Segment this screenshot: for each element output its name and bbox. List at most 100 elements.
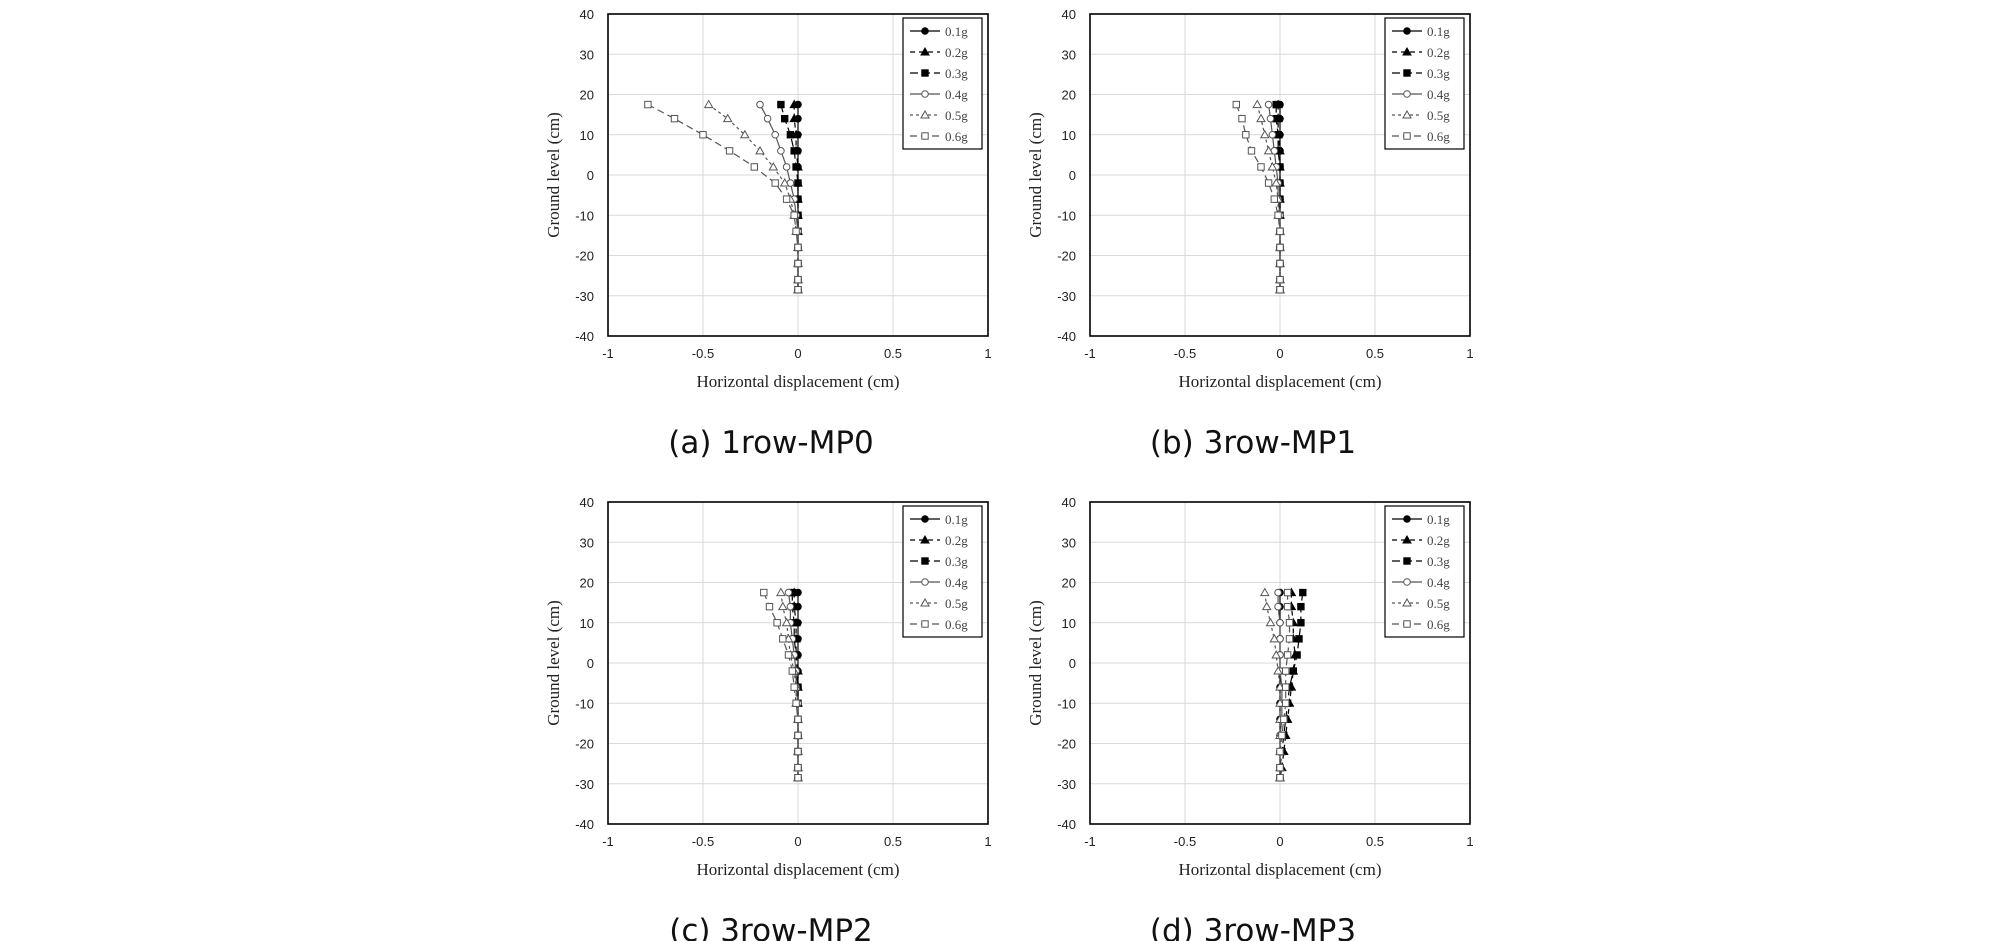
legend-label: 0.3g: [1427, 554, 1450, 569]
data-point: [1259, 587, 1270, 597]
data-point: [788, 667, 796, 675]
data-point: [1269, 633, 1280, 643]
data-point: [1276, 618, 1284, 627]
legend-label: 0.3g: [945, 66, 968, 81]
legend-label: 0.1g: [1427, 24, 1450, 39]
x-tick-label: -0.5: [1174, 834, 1196, 849]
legend-box: [1384, 505, 1465, 638]
legend-marker: [1402, 109, 1412, 119]
legend-marker: [921, 515, 929, 523]
data-point: [794, 243, 802, 252]
data-point: [794, 179, 802, 187]
data-point: [1276, 227, 1284, 236]
data-point: [1276, 259, 1284, 268]
data-point: [1276, 243, 1284, 252]
y-tick-label: 0: [587, 656, 594, 671]
data-point: [794, 747, 802, 756]
legend-box: [902, 505, 983, 638]
y-tick-label: 0: [1069, 656, 1076, 671]
legend-label: 0.6g: [945, 617, 968, 632]
data-point: [1299, 588, 1307, 597]
y-tick-label: -10: [1057, 696, 1076, 711]
data-point: [755, 145, 765, 155]
y-axis-title: Ground level (cm): [1026, 112, 1045, 238]
data-point: [1282, 683, 1290, 691]
legend-label: 0.5g: [1427, 596, 1450, 611]
y-tick-label: 30: [580, 535, 594, 550]
legend-marker: [1403, 132, 1411, 140]
data-point: [794, 275, 802, 284]
data-point: [794, 731, 802, 740]
legend-label: 0.4g: [945, 87, 968, 102]
data-point: [786, 602, 795, 611]
legend-box: [1384, 17, 1465, 150]
legend-marker: [921, 69, 929, 77]
plot-area-frame: [1089, 13, 1471, 337]
data-point: [790, 683, 798, 691]
legend-marker: [1402, 534, 1412, 544]
data-point: [1265, 617, 1276, 627]
plot-area-frame: [607, 501, 989, 825]
y-tick-label: 20: [1062, 576, 1076, 591]
y-tick-label: 40: [580, 7, 594, 22]
data-point: [1264, 100, 1273, 109]
y-tick-label: -30: [1057, 289, 1076, 304]
data-point: [777, 601, 788, 611]
panel-caption: (a) 1row-MP0: [668, 425, 874, 461]
data-point: [760, 588, 768, 597]
data-point: [1259, 129, 1270, 139]
legend-marker: [1403, 515, 1411, 523]
x-tick-label: -1: [602, 346, 614, 361]
y-tick-label: 20: [1062, 88, 1076, 103]
data-point: [781, 114, 789, 123]
data-point: [1270, 195, 1278, 203]
y-tick-label: 10: [580, 128, 594, 143]
y-tick-label: 20: [580, 576, 594, 591]
y-tick-label: -20: [575, 737, 594, 752]
legend-label: 0.4g: [945, 575, 968, 590]
data-point: [1297, 619, 1305, 627]
data-point: [1274, 588, 1282, 597]
y-tick-label: 40: [580, 495, 594, 510]
data-point: [792, 699, 800, 707]
x-tick-label: -1: [602, 834, 614, 849]
data-point: [1285, 635, 1294, 643]
x-tick-label: -0.5: [692, 834, 714, 849]
data-point: [1263, 145, 1274, 155]
data-point: [1274, 602, 1282, 611]
x-tick-label: -1: [1084, 834, 1096, 849]
data-point: [1278, 731, 1286, 740]
data-point: [1256, 113, 1266, 123]
y-tick-label: -10: [575, 208, 594, 223]
legend-marker: [1403, 578, 1411, 586]
y-tick-label: 30: [580, 47, 594, 62]
legend-marker: [1403, 557, 1411, 565]
x-tick-label: 0.5: [1366, 834, 1384, 849]
data-point: [1293, 651, 1301, 659]
data-point: [1283, 588, 1292, 597]
data-point: [1268, 130, 1277, 139]
x-tick-label: -1: [1084, 346, 1096, 361]
data-point: [794, 286, 802, 294]
data-point: [789, 113, 800, 123]
data-point: [1272, 100, 1280, 109]
y-tick-label: 30: [1062, 535, 1076, 550]
legend-marker: [921, 578, 929, 586]
data-point: [783, 633, 794, 643]
data-point: [1276, 275, 1284, 284]
series-0.6g: [1276, 588, 1294, 782]
data-point: [777, 100, 785, 109]
y-axis-title: Ground level (cm): [544, 112, 563, 238]
data-point: [794, 715, 802, 724]
y-tick-label: -20: [1057, 249, 1076, 264]
x-tick-label: 0: [794, 834, 801, 849]
plot-area-frame: [607, 13, 989, 337]
series-0.6g: [760, 588, 802, 782]
data-point: [1238, 114, 1246, 123]
data-point: [794, 763, 802, 772]
data-point: [1295, 635, 1303, 643]
y-axis-title: Ground level (cm): [544, 600, 563, 726]
data-point: [1257, 163, 1265, 171]
legend-label: 0.2g: [1427, 533, 1450, 548]
legend-marker: [1403, 69, 1411, 77]
